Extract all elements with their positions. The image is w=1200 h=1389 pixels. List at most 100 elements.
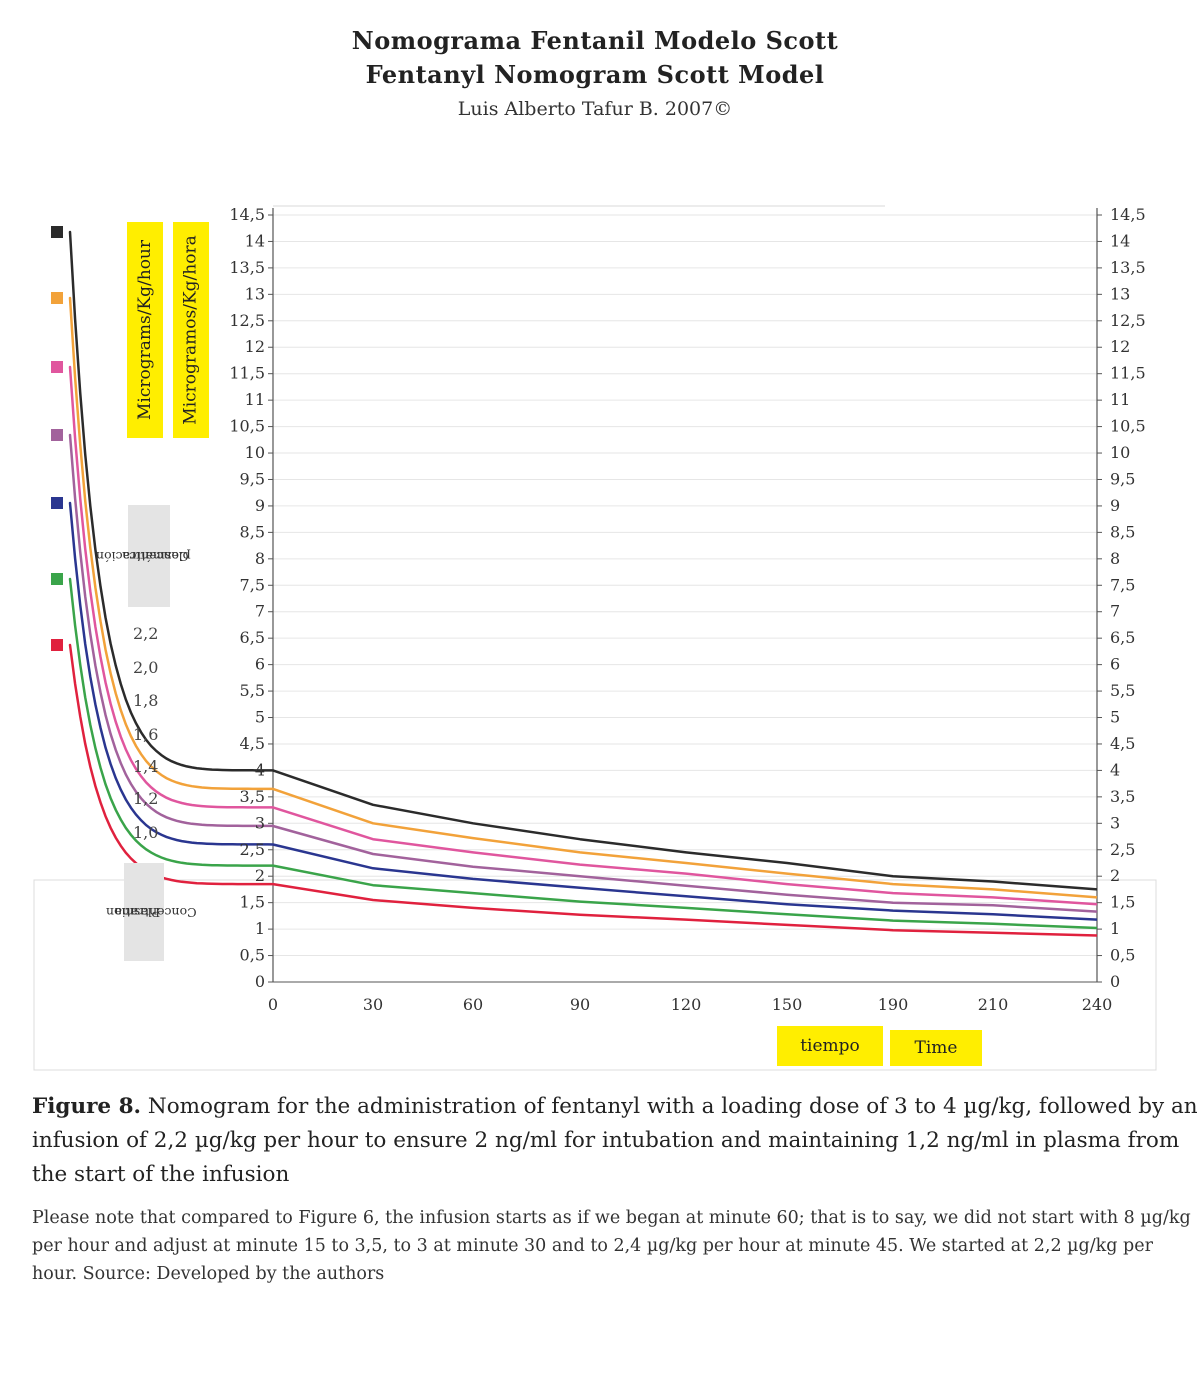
legend-marker-pink bbox=[51, 361, 63, 373]
y-tick-label-right: 6 bbox=[1110, 655, 1120, 674]
y-tick-label-left: 11 bbox=[245, 390, 265, 409]
curves bbox=[68, 230, 1098, 937]
conc-es-line2: plasmática bbox=[121, 549, 191, 564]
curve-purple-infusion bbox=[272, 824, 1098, 913]
y-tick-label-left: 13,5 bbox=[229, 258, 265, 277]
y-tick-label-right: 3,5 bbox=[1110, 787, 1135, 806]
y-tick-label-right: 7 bbox=[1110, 602, 1120, 621]
ylabel-en: Micrograms/Kg/hour bbox=[135, 239, 156, 421]
y-tick-label-right: 2,5 bbox=[1110, 840, 1135, 859]
y-tick-label-right: 0,5 bbox=[1110, 946, 1135, 965]
chart-frame bbox=[33, 879, 1157, 1071]
y-tick-label-right: 6,5 bbox=[1110, 628, 1135, 647]
y-tick-label-right: 13,5 bbox=[1110, 258, 1146, 277]
y-tick-label-right: 12 bbox=[1110, 337, 1130, 356]
xlabel-es: tiempo bbox=[777, 1026, 883, 1066]
y-tick-label-right: 13 bbox=[1110, 284, 1130, 303]
y-tick-label-left: 11,5 bbox=[229, 364, 265, 383]
curve-orange-loading bbox=[68, 296, 275, 791]
y-tick-label-left: 6,5 bbox=[240, 628, 265, 647]
y-tick-label-right: 1,5 bbox=[1110, 893, 1135, 912]
y-tick-label-left: 2,5 bbox=[240, 840, 265, 859]
y-tick-label-right: 5,5 bbox=[1110, 681, 1135, 700]
caption-text: Nomogram for the administration of fenta… bbox=[32, 1094, 1198, 1187]
conc-tick-label: 1,4 bbox=[133, 757, 158, 776]
y-tick-label-left: 10 bbox=[245, 443, 265, 462]
y-tick-label-right: 12,5 bbox=[1110, 311, 1146, 330]
curve-green-loading bbox=[68, 577, 275, 867]
curve-navy-loading bbox=[68, 501, 275, 846]
y-tick-label-right: 5 bbox=[1110, 708, 1120, 727]
y-tick-label-right: 4 bbox=[1110, 760, 1120, 779]
curve-green-infusion bbox=[272, 864, 1098, 930]
y-tick-label-left: 6 bbox=[255, 655, 265, 674]
legend-marker-navy bbox=[51, 497, 63, 509]
x-tick-label: 30 bbox=[363, 995, 383, 1014]
y-tick-label-right: 14,5 bbox=[1110, 205, 1146, 224]
y-tick-label-right: 11 bbox=[1110, 390, 1130, 409]
conc-es-box: Concentración plasmática bbox=[96, 505, 190, 607]
ylabel-en-box: Micrograms/Kg/hour bbox=[127, 222, 163, 438]
y-tick-label-left: 9,5 bbox=[240, 469, 265, 488]
legend-marker-green bbox=[51, 573, 63, 585]
curve-orange-infusion bbox=[272, 787, 1098, 899]
y-tick-label-left: 1,5 bbox=[240, 893, 265, 912]
conc-tick-label: 1,2 bbox=[133, 789, 158, 808]
y-tick-label-left: 14 bbox=[245, 231, 265, 250]
conc-tick-label: 1,8 bbox=[133, 691, 158, 710]
conc-tick-label: 1,6 bbox=[133, 725, 158, 744]
y-tick-label-right: 8 bbox=[1110, 549, 1120, 568]
y-tick-label-right: 8,5 bbox=[1110, 522, 1135, 541]
xlabel-en: Time bbox=[890, 1030, 982, 1066]
legend-marker-purple bbox=[51, 429, 63, 441]
ylabel-es-box: Microgramos/Kg/hora bbox=[173, 222, 209, 438]
chart-title-en: Fentanyl Nomogram Scott Model bbox=[365, 60, 825, 89]
y-tick-label-left: 8 bbox=[255, 549, 265, 568]
y-tick-label-left: 5 bbox=[255, 708, 265, 727]
x-tick-label: 90 bbox=[570, 995, 590, 1014]
y-tick-label-left: 1 bbox=[255, 919, 265, 938]
y-tick-label-right: 1 bbox=[1110, 919, 1120, 938]
conc-tick-label: 1,0 bbox=[133, 823, 158, 842]
x-tick-label: 190 bbox=[878, 995, 909, 1014]
y-tick-label-left: 2 bbox=[255, 866, 265, 885]
axes bbox=[268, 208, 1102, 983]
x-tick-label: 60 bbox=[463, 995, 483, 1014]
x-tick-label: 120 bbox=[671, 995, 702, 1014]
tick-labels: 0 00,5 0,51 11,5 1,52 22,5 2,53 33,5 3,54 44,5 4,5… bbox=[133, 205, 1146, 1014]
y-tick-label-right: 2 bbox=[1110, 866, 1120, 885]
y-tick-label-left: 12,5 bbox=[229, 311, 265, 330]
x-tick-label: 240 bbox=[1082, 995, 1113, 1014]
y-tick-label-left: 5,5 bbox=[240, 681, 265, 700]
curve-black-infusion bbox=[272, 769, 1098, 891]
y-tick-label-left: 9 bbox=[255, 496, 265, 515]
y-tick-label-right: 7,5 bbox=[1110, 575, 1135, 594]
curve-pink-loading bbox=[68, 365, 275, 809]
y-tick-label-left: 8,5 bbox=[240, 522, 265, 541]
y-tick-label-left: 3,5 bbox=[240, 787, 265, 806]
y-tick-label-left: 0,5 bbox=[240, 946, 265, 965]
conc-tick-label: 2,2 bbox=[133, 624, 158, 643]
y-tick-label-left: 4,5 bbox=[240, 734, 265, 753]
figure-caption: Figure 8. Nomogram for the administratio… bbox=[32, 1090, 1200, 1192]
y-tick-label-right: 10,5 bbox=[1110, 417, 1146, 436]
figure-label: Figure 8. bbox=[32, 1094, 142, 1119]
y-tick-label-left: 12 bbox=[245, 337, 265, 356]
x-tick-label: 0 bbox=[268, 995, 278, 1014]
legend-marker-red bbox=[51, 639, 63, 651]
y-tick-label-left: 7 bbox=[255, 602, 265, 621]
y-tick-label-right: 0 bbox=[1110, 972, 1120, 991]
curve-red-infusion bbox=[272, 882, 1098, 937]
x-tick-label: 150 bbox=[772, 995, 803, 1014]
y-tick-label-left: 4 bbox=[255, 760, 265, 779]
chart-title-es: Nomograma Fentanil Modelo Scott bbox=[351, 26, 839, 55]
conc-en-line2: Concentration bbox=[105, 905, 197, 920]
y-tick-label-left: 3 bbox=[255, 813, 265, 832]
x-tick-label: 210 bbox=[978, 995, 1009, 1014]
y-tick-label-left: 14,5 bbox=[229, 205, 265, 224]
legend-marker-black bbox=[51, 226, 63, 238]
y-tick-label-right: 10 bbox=[1110, 443, 1130, 462]
grid bbox=[273, 205, 1097, 983]
y-tick-label-right: 4,5 bbox=[1110, 734, 1135, 753]
curve-pink-infusion bbox=[272, 806, 1098, 906]
